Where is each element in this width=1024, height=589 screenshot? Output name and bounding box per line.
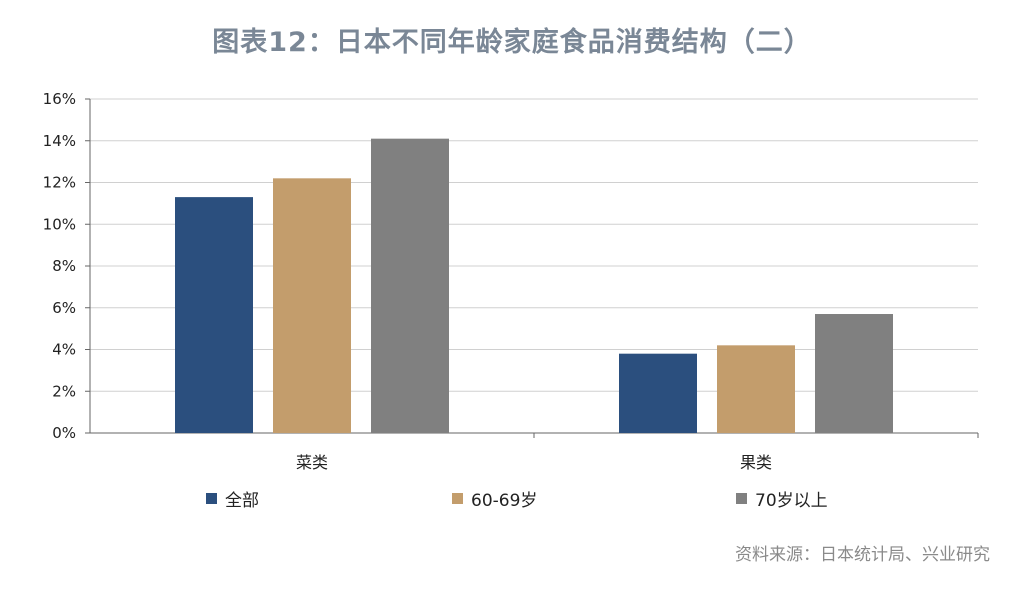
legend-swatch xyxy=(206,493,217,504)
bar xyxy=(371,138,449,433)
legend-item: 60-69岁 xyxy=(452,486,537,511)
y-tick-label: 0% xyxy=(52,424,76,442)
legend-swatch xyxy=(736,493,747,504)
y-tick-label: 16% xyxy=(43,90,76,108)
y-tick-label: 14% xyxy=(43,132,76,150)
chart-legend: 全部 60-69岁 70岁以上 xyxy=(0,486,1024,511)
legend-label: 全部 xyxy=(225,491,259,511)
y-tick-label: 6% xyxy=(52,299,76,317)
bar xyxy=(273,178,351,433)
legend-item: 全部 xyxy=(206,486,259,511)
bar xyxy=(175,197,253,433)
legend-label: 60-69岁 xyxy=(471,491,538,511)
chart-title: 图表12：日本不同年龄家庭食品消费结构（二） xyxy=(212,27,812,58)
bar xyxy=(717,345,795,433)
bar xyxy=(815,314,893,433)
x-tick-label: 果类 xyxy=(740,453,772,472)
legend-item: 70岁以上 xyxy=(736,486,828,511)
y-tick-label: 8% xyxy=(52,257,76,275)
y-tick-label: 10% xyxy=(43,215,76,233)
y-tick-label: 4% xyxy=(52,341,76,359)
x-tick-label: 菜类 xyxy=(296,453,328,472)
legend-label: 70岁以上 xyxy=(755,491,828,511)
bar xyxy=(619,353,697,433)
y-tick-label: 12% xyxy=(43,174,76,192)
source-note: 资料来源：日本统计局、兴业研究 xyxy=(735,545,990,565)
y-tick-label: 2% xyxy=(52,382,76,400)
legend-swatch xyxy=(452,493,463,504)
